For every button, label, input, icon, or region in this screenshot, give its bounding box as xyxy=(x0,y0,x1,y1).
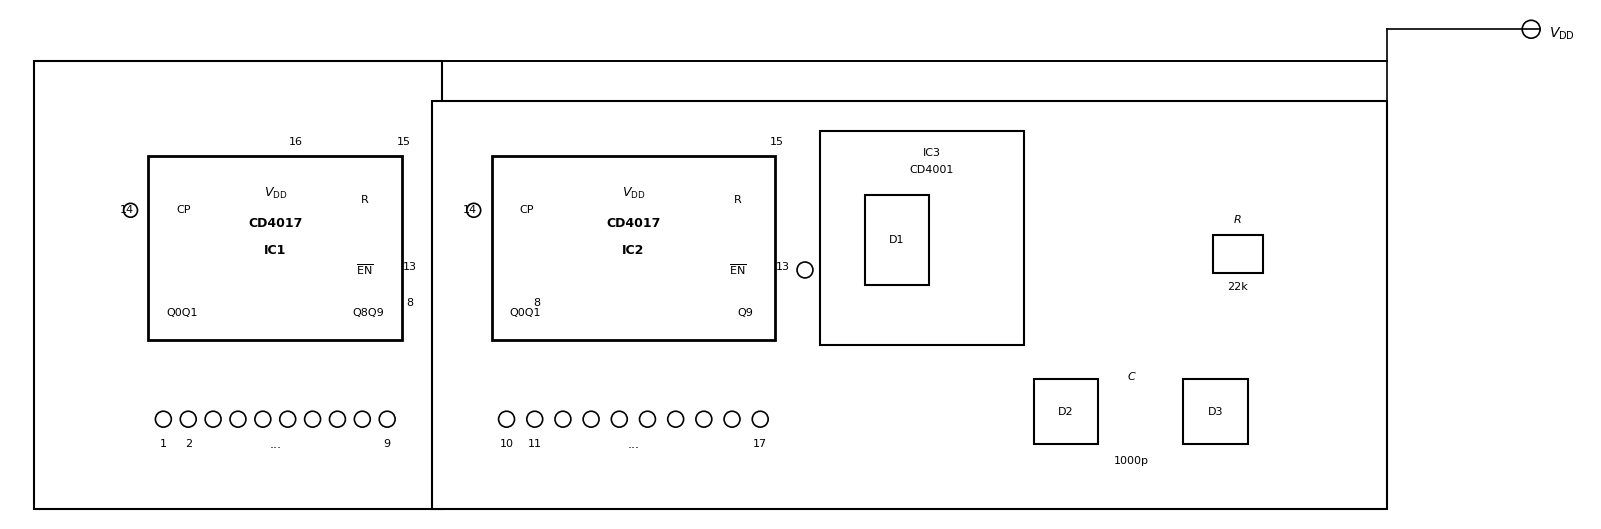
Text: 13: 13 xyxy=(776,262,789,272)
Text: 8: 8 xyxy=(533,298,540,308)
Text: R: R xyxy=(733,195,741,205)
Text: CD4017: CD4017 xyxy=(607,217,661,230)
Text: 17: 17 xyxy=(752,439,767,449)
Bar xyxy=(1183,379,1247,444)
Text: Q8Q9: Q8Q9 xyxy=(352,308,384,318)
Text: 9: 9 xyxy=(384,439,391,449)
Text: 15: 15 xyxy=(397,136,411,147)
Text: 2: 2 xyxy=(184,439,192,449)
Text: 14: 14 xyxy=(120,205,133,215)
Text: $\overline{\rm EN}$: $\overline{\rm EN}$ xyxy=(355,263,373,277)
Text: Q0Q1: Q0Q1 xyxy=(509,308,541,318)
Text: 1000p: 1000p xyxy=(1114,457,1150,467)
Text: $V_{\rm DD}$: $V_{\rm DD}$ xyxy=(1550,26,1575,42)
Text: C: C xyxy=(1127,372,1135,382)
Text: CD4001: CD4001 xyxy=(909,166,954,176)
Text: D1: D1 xyxy=(889,235,905,245)
Text: ...: ... xyxy=(628,437,639,451)
Bar xyxy=(820,131,1023,344)
Text: R: R xyxy=(1234,215,1241,225)
Bar xyxy=(432,101,1386,509)
Text: ...: ... xyxy=(269,437,282,451)
Text: 1: 1 xyxy=(160,439,167,449)
Text: D3: D3 xyxy=(1207,407,1223,417)
Text: Q0Q1: Q0Q1 xyxy=(167,308,199,318)
Text: 22k: 22k xyxy=(1228,282,1249,292)
Text: 16: 16 xyxy=(288,136,303,147)
Bar xyxy=(149,156,402,340)
Text: $V_{\rm DD}$: $V_{\rm DD}$ xyxy=(621,186,645,201)
Text: 14: 14 xyxy=(463,205,477,215)
Bar xyxy=(865,195,929,285)
Text: $\overline{\rm EN}$: $\overline{\rm EN}$ xyxy=(728,263,746,277)
Text: CD4017: CD4017 xyxy=(248,217,303,230)
Text: 15: 15 xyxy=(770,136,784,147)
Text: 8: 8 xyxy=(407,298,413,308)
Bar xyxy=(492,156,775,340)
Text: 13: 13 xyxy=(403,262,418,272)
Text: R: R xyxy=(360,195,368,205)
Text: Q9: Q9 xyxy=(738,308,752,318)
Text: 11: 11 xyxy=(528,439,541,449)
Bar xyxy=(34,61,442,509)
Bar xyxy=(1034,379,1098,444)
Text: CP: CP xyxy=(176,205,191,215)
Text: IC2: IC2 xyxy=(623,243,645,257)
Text: $V_{\rm DD}$: $V_{\rm DD}$ xyxy=(264,186,287,201)
Text: IC1: IC1 xyxy=(264,243,287,257)
Text: IC3: IC3 xyxy=(922,148,941,158)
Text: 10: 10 xyxy=(500,439,514,449)
Bar xyxy=(1214,235,1263,273)
Text: CP: CP xyxy=(519,205,535,215)
Text: D2: D2 xyxy=(1058,407,1074,417)
